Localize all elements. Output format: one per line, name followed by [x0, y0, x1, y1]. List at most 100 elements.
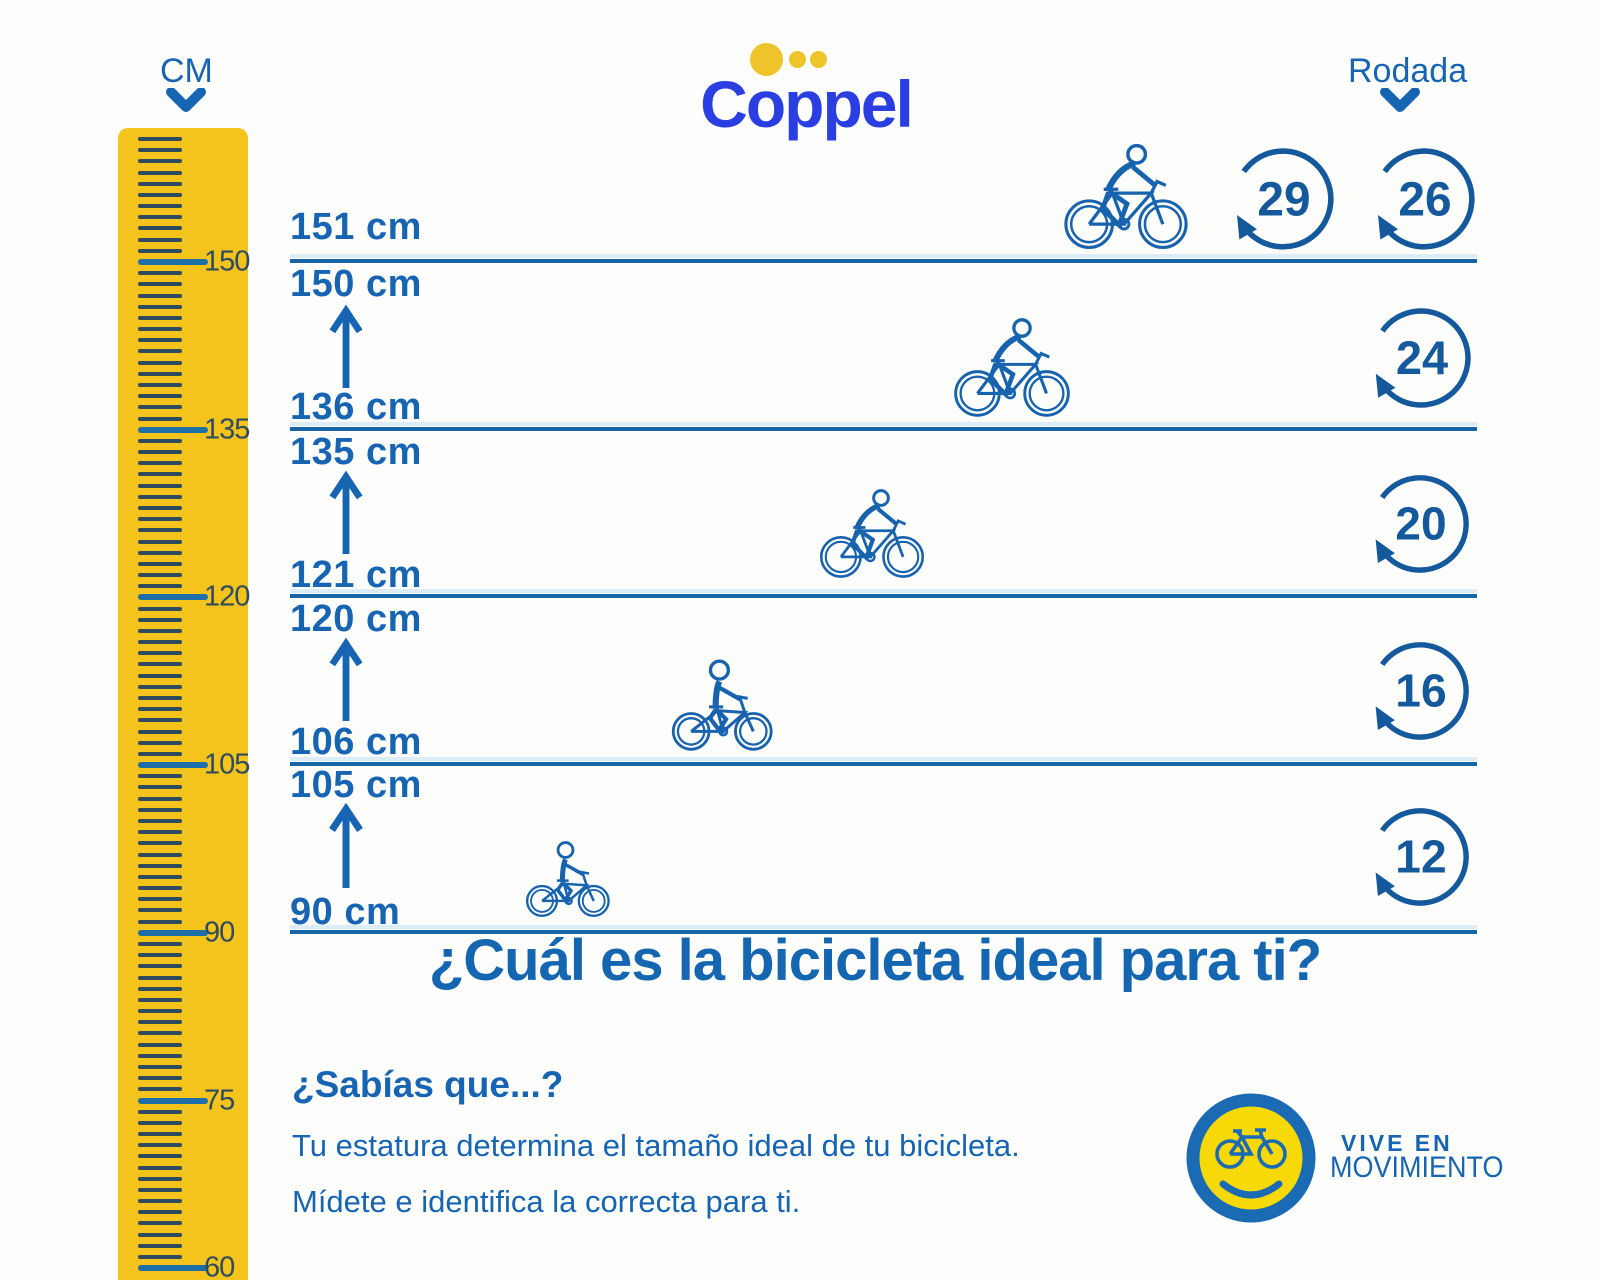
fact-heading: ¿Sabías que...? — [292, 1064, 564, 1105]
wheel-size-20-icon: 20 — [1375, 475, 1469, 573]
ruler-tick — [138, 148, 182, 153]
svg-text:20: 20 — [1395, 498, 1446, 550]
ruler-tick — [138, 640, 182, 645]
ruler-tick — [138, 360, 182, 365]
ruler-tick — [138, 450, 182, 455]
ruler-tick — [138, 394, 182, 399]
ruler-tick — [138, 1154, 182, 1159]
row-divider — [290, 930, 1477, 934]
cyclist-icon — [952, 315, 1072, 421]
ruler-tick — [138, 539, 182, 544]
ruler-unit-label: CM — [160, 52, 213, 90]
logo-dot-small-2 — [810, 51, 827, 68]
badge-text-line-2: MOVIMIENTO — [1330, 1151, 1504, 1184]
ruler-tick-label: 135 — [204, 413, 250, 446]
ruler-tick — [138, 561, 182, 566]
row-divider — [290, 762, 1477, 766]
ruler-tick — [138, 830, 182, 835]
ruler-tick-label: 75 — [204, 1084, 235, 1116]
ruler-tick — [138, 852, 182, 857]
ruler-tick — [138, 226, 182, 231]
ruler-tick — [138, 438, 182, 443]
ruler-tick — [138, 953, 182, 958]
ruler-tick — [138, 349, 182, 354]
coppel-logo: Coppel — [700, 67, 914, 141]
badge-smile — [1219, 1180, 1283, 1199]
ruler-tick — [138, 1042, 182, 1047]
ruler-tick — [138, 282, 182, 287]
height-range-top: 150 cm — [290, 263, 422, 305]
ruler-tick — [138, 1020, 182, 1025]
wheel-size-24-icon: 24 — [1375, 308, 1471, 408]
ruler-major-tick — [138, 259, 208, 265]
up-arrow-icon — [328, 802, 364, 890]
ruler-tick — [138, 371, 182, 376]
ruler-tick — [138, 986, 182, 991]
height-range-bottom: 121 cm — [290, 554, 422, 596]
svg-text:16: 16 — [1395, 665, 1446, 717]
ruler-tick — [138, 170, 182, 175]
ruler-tick — [138, 1199, 182, 1204]
height-ruler: 150 135 120 105 90 75 60 — [118, 128, 250, 1280]
ruler-tick — [138, 494, 182, 499]
vive-en-movimiento-badge — [1186, 1093, 1316, 1223]
height-range-bottom: 106 cm — [290, 721, 422, 763]
ruler-tick — [138, 941, 182, 946]
ruler-tick — [138, 215, 182, 220]
ruler-tick — [138, 237, 182, 242]
ruler-tick — [138, 1109, 182, 1114]
height-range-bottom: 90 cm — [290, 891, 401, 933]
ruler-tick — [138, 718, 182, 723]
ruler-tick — [138, 315, 182, 320]
row-divider — [290, 594, 1477, 598]
ruler-tick — [138, 740, 182, 745]
ruler-major-tick — [138, 1097, 208, 1104]
ruler-tick — [138, 651, 182, 656]
svg-text:26: 26 — [1398, 173, 1451, 226]
badge-text-line-1: VIVE EN — [1341, 1130, 1453, 1156]
ruler-tick — [138, 382, 182, 387]
ruler-tick — [138, 1031, 182, 1036]
ruler-tick — [138, 1076, 182, 1081]
ruler-tick — [138, 1255, 182, 1260]
wheel-size-12-icon: 12 — [1375, 808, 1469, 906]
row-divider — [290, 259, 1477, 263]
ruler-tick — [138, 573, 182, 578]
kid-bike-icon — [524, 832, 618, 926]
ruler-tick — [138, 1087, 182, 1092]
page-title: ¿Cuál es la bicicleta ideal para ti? — [428, 928, 1322, 993]
wheel-size-26-icon: 26 — [1377, 148, 1475, 250]
ruler-tick — [138, 729, 182, 734]
cyclist-icon — [1062, 142, 1190, 252]
ruler-tick — [138, 897, 182, 902]
ruler-major-tick — [138, 929, 208, 936]
ruler-tick — [138, 192, 182, 197]
ruler-tick — [138, 1232, 182, 1237]
ruler-tick — [138, 1064, 182, 1069]
ruler-major-tick — [138, 594, 208, 601]
ruler-tick — [138, 528, 182, 533]
ruler-tick — [138, 248, 182, 253]
ruler-tick — [138, 204, 182, 209]
ruler-tick — [138, 796, 182, 801]
ruler-tick-label: 90 — [204, 916, 235, 949]
ruler-tick — [138, 505, 182, 510]
wheel-size-29-icon: 29 — [1236, 148, 1334, 250]
height-range-top: 151 cm — [290, 206, 422, 248]
height-range-top: 135 cm — [290, 431, 422, 473]
ruler-tick — [138, 617, 182, 622]
ruler-tick — [138, 293, 182, 298]
badge-bike-icon — [1215, 1128, 1287, 1169]
ruler-tick-label: 120 — [204, 580, 250, 613]
ruler-tick — [138, 975, 182, 980]
ruler-tick — [138, 1243, 182, 1248]
ruler-tick — [138, 696, 182, 701]
ruler-tick — [138, 863, 182, 868]
ruler-tick — [138, 1210, 182, 1215]
ruler-tick — [138, 1143, 182, 1148]
ruler-tick — [138, 785, 182, 790]
ruler-tick — [138, 807, 182, 812]
ruler-tick — [138, 874, 182, 879]
fact-line-2: Mídete e identifica la correcta para ti. — [292, 1184, 801, 1219]
